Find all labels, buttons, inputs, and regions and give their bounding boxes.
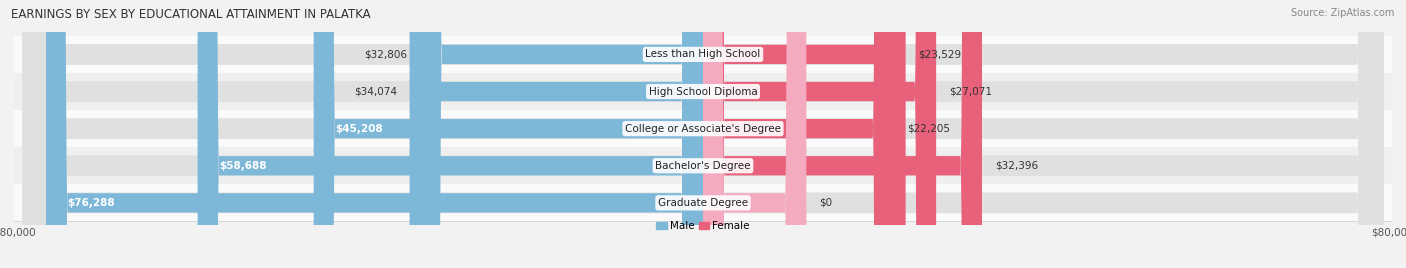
FancyBboxPatch shape — [46, 0, 703, 268]
Legend: Male, Female: Male, Female — [652, 217, 754, 235]
FancyBboxPatch shape — [703, 0, 981, 268]
FancyBboxPatch shape — [420, 0, 703, 268]
Text: $34,074: $34,074 — [354, 87, 396, 96]
FancyBboxPatch shape — [703, 0, 936, 268]
Text: Less than High School: Less than High School — [645, 49, 761, 59]
Text: College or Associate's Degree: College or Associate's Degree — [626, 124, 780, 134]
Text: EARNINGS BY SEX BY EDUCATIONAL ATTAINMENT IN PALATKA: EARNINGS BY SEX BY EDUCATIONAL ATTAINMEN… — [11, 8, 371, 21]
Text: High School Diploma: High School Diploma — [648, 87, 758, 96]
Text: Graduate Degree: Graduate Degree — [658, 198, 748, 208]
Text: $45,208: $45,208 — [335, 124, 382, 134]
Text: $27,071: $27,071 — [949, 87, 993, 96]
FancyBboxPatch shape — [22, 0, 1384, 268]
Text: Source: ZipAtlas.com: Source: ZipAtlas.com — [1291, 8, 1395, 18]
FancyBboxPatch shape — [409, 0, 703, 268]
Text: $0: $0 — [820, 198, 832, 208]
FancyBboxPatch shape — [703, 0, 894, 268]
Text: Bachelor's Degree: Bachelor's Degree — [655, 161, 751, 171]
FancyBboxPatch shape — [22, 0, 1384, 268]
Text: $76,288: $76,288 — [67, 198, 115, 208]
Bar — [14, 110, 1392, 147]
Bar — [14, 147, 1392, 184]
Text: $58,688: $58,688 — [219, 161, 267, 171]
FancyBboxPatch shape — [22, 0, 1384, 268]
Bar — [14, 73, 1392, 110]
Text: $32,396: $32,396 — [995, 161, 1038, 171]
FancyBboxPatch shape — [703, 0, 905, 268]
FancyBboxPatch shape — [22, 0, 1384, 268]
FancyBboxPatch shape — [703, 0, 807, 268]
Bar — [14, 36, 1392, 73]
FancyBboxPatch shape — [22, 0, 1384, 268]
Bar — [14, 184, 1392, 221]
Text: $22,205: $22,205 — [907, 124, 950, 134]
FancyBboxPatch shape — [314, 0, 703, 268]
Text: $23,529: $23,529 — [918, 49, 962, 59]
Text: $32,806: $32,806 — [364, 49, 408, 59]
FancyBboxPatch shape — [198, 0, 703, 268]
